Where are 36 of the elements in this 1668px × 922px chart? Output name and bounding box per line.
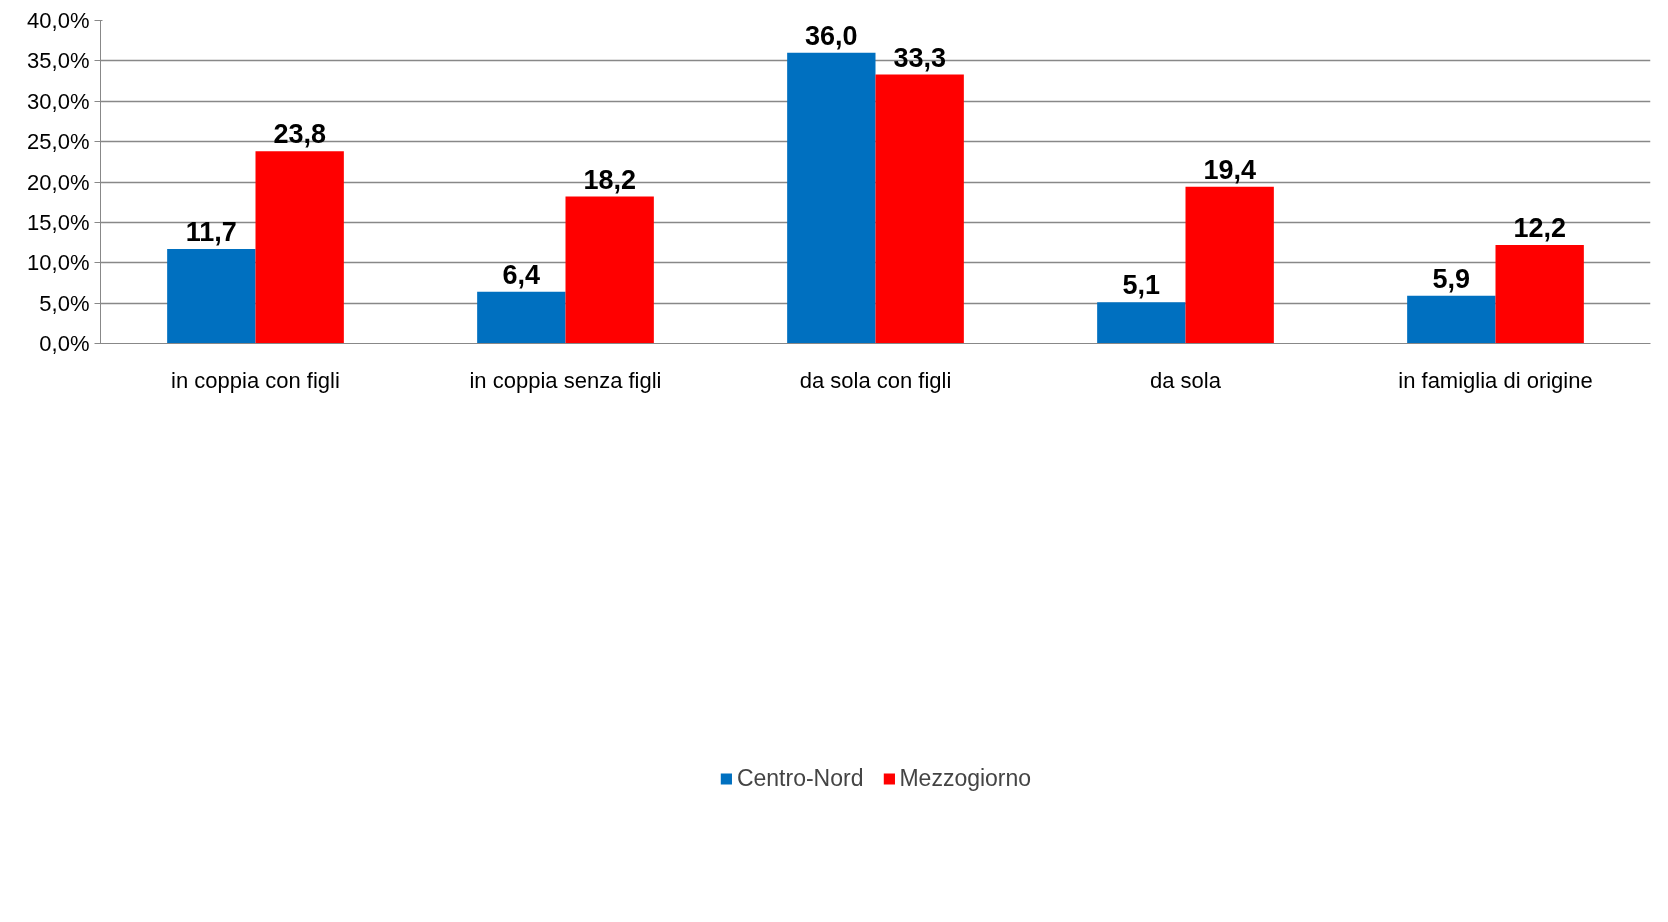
y-tick-label: 30,0% xyxy=(27,88,90,114)
data-label: 18,2 xyxy=(583,164,636,195)
bar xyxy=(255,151,344,344)
bar xyxy=(875,74,964,344)
y-tick-label: 15,0% xyxy=(27,209,90,235)
data-label: 6,4 xyxy=(502,259,541,290)
bar xyxy=(1495,244,1584,344)
bar xyxy=(477,291,566,344)
data-label: 5,1 xyxy=(1122,270,1161,301)
bar xyxy=(1407,295,1496,344)
data-label: 19,4 xyxy=(1203,154,1256,185)
data-label: 5,9 xyxy=(1432,263,1471,294)
bar xyxy=(1185,186,1274,344)
y-tick-label: 10,0% xyxy=(27,250,90,276)
data-label: 12,2 xyxy=(1513,212,1566,243)
bar xyxy=(1097,302,1186,344)
y-tick-label: 0,0% xyxy=(39,331,90,356)
x-tick-label: da sola xyxy=(1150,367,1222,393)
data-label: 33,3 xyxy=(893,42,946,73)
data-label: 11,7 xyxy=(185,217,237,248)
bar xyxy=(167,249,256,344)
y-tick-label: 40,0% xyxy=(27,8,90,33)
x-tick-label: in coppia con figli xyxy=(171,367,340,393)
x-tick-label: da sola con figli xyxy=(799,367,952,393)
legend-label: Mezzogiorno xyxy=(899,764,1032,792)
y-tick-label: 20,0% xyxy=(27,169,90,195)
data-label: 23,8 xyxy=(273,119,326,150)
x-tick-label: in famiglia di origine xyxy=(1398,367,1593,393)
data-label: 36,0 xyxy=(805,20,858,51)
bar xyxy=(787,52,876,344)
y-tick-label: 35,0% xyxy=(27,48,90,74)
y-tick-label: 25,0% xyxy=(27,129,90,155)
bar xyxy=(565,196,654,344)
x-tick-label: in coppia senza figli xyxy=(469,367,662,393)
y-tick-label: 5,0% xyxy=(39,290,90,316)
legend-label: Centro-Nord xyxy=(736,764,864,792)
